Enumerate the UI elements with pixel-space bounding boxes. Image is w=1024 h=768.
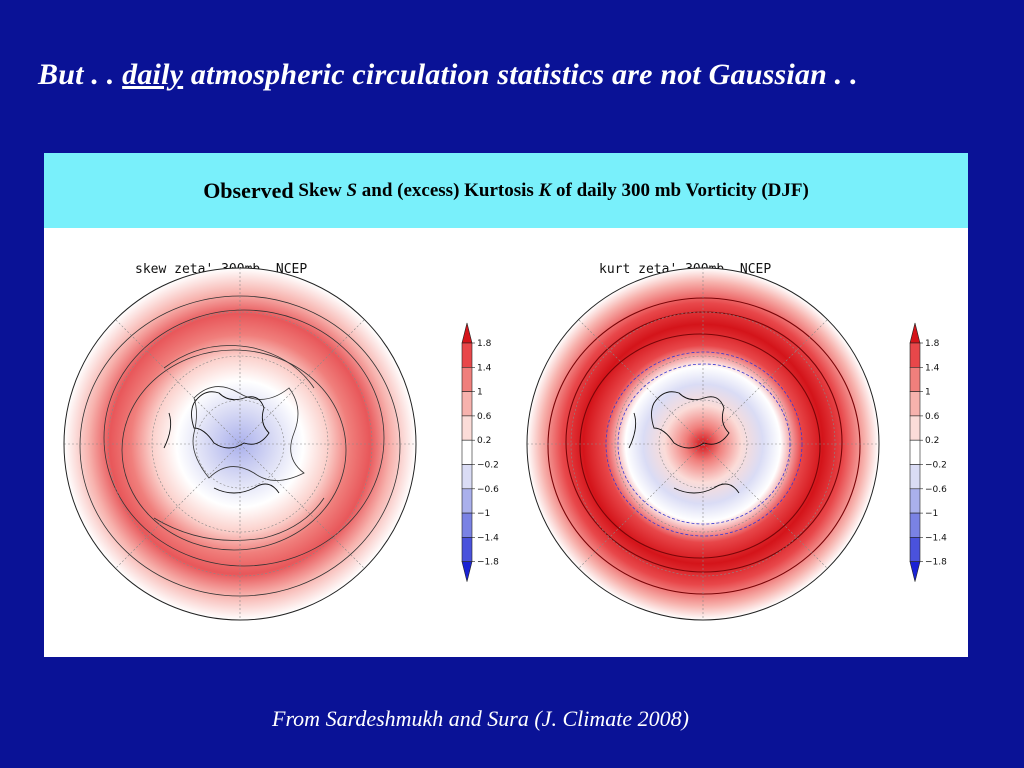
header-observed: Observed (203, 177, 294, 203)
header-s: S (346, 179, 358, 201)
colorbar-top-arrow (461, 322, 473, 344)
colorbar-segment (461, 342, 473, 368)
colorbar-label: 1 (477, 388, 483, 398)
colorbar-segment (461, 512, 473, 538)
colorbar-bottom-arrow (461, 561, 473, 582)
colorbar-segment (909, 415, 921, 441)
title-underlined-word: daily (122, 58, 184, 91)
citation: From Sardeshmukh and Sura (J. Climate 20… (272, 706, 689, 731)
figure-graphics: 1.8 1.4 1 0.6 0.2 −0.2 −0.6 −1 −1.4 −1.8 1.8 1.4 1 0.… (63, 267, 947, 621)
colorbar-segment (909, 464, 921, 490)
colorbar-label: 0.2 (925, 436, 939, 446)
colorbar-label: −1.4 (477, 533, 499, 543)
colorbar-segment (909, 512, 921, 538)
colorbar-segment (461, 488, 473, 514)
figure-header: Observed Skew S and (excess) Kurtosis K … (44, 153, 968, 228)
colorbar-label: 1.4 (925, 363, 940, 373)
title-suffix: atmospheric circulation statistics are n… (183, 58, 858, 91)
kurt-map (526, 267, 880, 621)
colorbar-segment (461, 464, 473, 490)
colorbar-top-arrow (909, 322, 921, 344)
slide-title: But . . daily atmospheric circulation st… (38, 58, 858, 92)
colorbar-label: 0.6 (925, 412, 940, 422)
colorbar-label: −0.2 (925, 461, 947, 471)
colorbar-label: −1.4 (925, 533, 947, 543)
colorbar-segment (461, 391, 473, 417)
title-prefix: But . . (38, 58, 123, 91)
colorbar-segment (909, 439, 921, 465)
kurt-colorbar: 1.8 1.4 1 0.6 0.2 −0.2 −0.6 −1 −1.4 −1.8 (909, 322, 947, 582)
colorbar-label: 1.8 (925, 339, 940, 349)
colorbar-label: −1.8 (925, 558, 947, 568)
colorbar-label: −1 (477, 509, 490, 519)
colorbar-segment (461, 439, 473, 465)
header-tail: of daily 300 mb Vorticity (DJF) (556, 179, 809, 201)
colorbar-segment (909, 537, 921, 562)
colorbar-label: 0.6 (477, 412, 492, 422)
colorbar-label: 1.4 (477, 363, 492, 373)
colorbar-label: −0.6 (925, 485, 947, 495)
colorbar-segment (461, 415, 473, 441)
colorbar-segment (461, 367, 473, 392)
figure-panel: Observed Skew S and (excess) Kurtosis K … (44, 153, 968, 657)
colorbar-label: 1 (925, 388, 931, 398)
colorbar-label: −1 (925, 509, 938, 519)
colorbar-label: 0.2 (477, 436, 491, 446)
colorbar-segment (909, 342, 921, 368)
skew-colorbar: 1.8 1.4 1 0.6 0.2 −0.2 −0.6 −1 −1.4 −1.8 (461, 322, 499, 582)
header-skew: Skew (298, 179, 342, 201)
colorbar-label: −0.2 (477, 461, 499, 471)
colorbar-segment (461, 537, 473, 562)
header-mid: and (excess) Kurtosis (361, 179, 534, 201)
colorbar-segment (909, 367, 921, 392)
colorbar-label: −1.8 (477, 558, 499, 568)
skew-map (63, 267, 417, 621)
colorbar-label: −0.6 (477, 485, 499, 495)
colorbar-bottom-arrow (909, 561, 921, 582)
colorbar-segment (909, 391, 921, 417)
header-k: K (538, 179, 552, 201)
colorbars: 1.8 1.4 1 0.6 0.2 −0.2 −0.6 −1 −1.4 −1.8 1.8 1.4 1 0.… (461, 322, 947, 582)
colorbar-segment (909, 488, 921, 514)
colorbar-label: 1.8 (477, 339, 492, 349)
